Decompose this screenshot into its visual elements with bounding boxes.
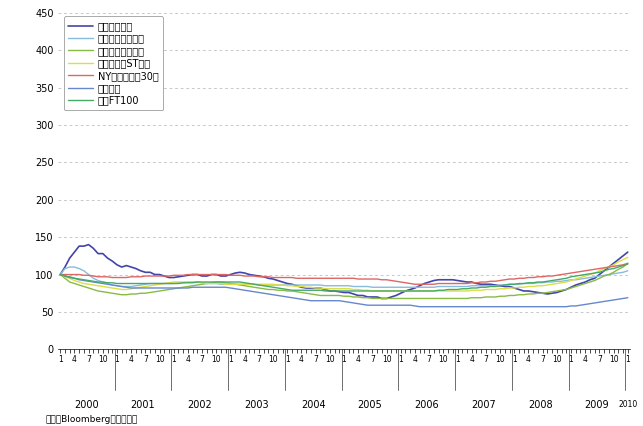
香港ハンセン指数 [66, 265, 73, 270]
香港ハンセン指数 [624, 268, 631, 273]
Line: シンガポーST指数: シンガポーST指数 [60, 257, 628, 291]
日経平均 [298, 296, 305, 302]
上海総合指数 [85, 242, 93, 247]
日経平均 [591, 300, 599, 305]
韓国総合株価指数 [444, 296, 452, 301]
韓国総合株価指数 [416, 296, 424, 301]
英国FT100 [57, 272, 64, 277]
NYダウ工業株30種 [57, 272, 64, 277]
韓国総合株価指数 [298, 290, 305, 295]
英国FT100 [624, 262, 631, 267]
上海総合指数 [302, 285, 310, 291]
英国FT100 [322, 288, 329, 294]
Line: NYダウ工業株30種: NYダウ工業株30種 [60, 263, 628, 284]
英国FT100 [113, 281, 121, 286]
Text: 2002: 2002 [187, 400, 212, 410]
Line: 上海総合指数: 上海総合指数 [60, 245, 628, 299]
英国FT100 [298, 288, 305, 293]
シンガポーST指数 [416, 288, 424, 294]
Text: 2010: 2010 [618, 400, 637, 409]
日経平均 [624, 295, 631, 300]
英国FT100 [444, 287, 452, 292]
日経平均 [416, 304, 424, 309]
香港ハンセン指数 [449, 284, 457, 289]
韓国総合株価指数 [113, 291, 121, 296]
Text: 2001: 2001 [131, 400, 156, 410]
上海総合指数 [449, 277, 457, 282]
NYダウ工業株30種 [298, 276, 305, 281]
シンガポーST指数 [591, 271, 599, 276]
日経平均 [444, 304, 452, 309]
日経平均 [411, 303, 419, 308]
NYダウ工業株30種 [189, 272, 197, 277]
Text: 資料：Bloombergから作成。: 資料：Bloombergから作成。 [45, 415, 137, 424]
香港ハンセン指数 [595, 273, 603, 279]
香港ハンセン指数 [368, 285, 376, 290]
Text: 2000: 2000 [74, 400, 98, 410]
シンガポーST指数 [368, 288, 376, 294]
韓国総合株価指数 [189, 283, 197, 288]
上海総合指数 [57, 272, 64, 277]
Line: 香港ハンセン指数: 香港ハンセン指数 [60, 267, 628, 287]
韓国総合株価指数 [591, 278, 599, 283]
英国FT100 [591, 271, 599, 276]
上海総合指数 [595, 272, 603, 277]
Legend: 上海総合指数, 香港ハンセン指数, 韓国総合株価指数, シンガポーST指数, NYダウ工業株30種, 日経平均, 英国FT100: 上海総合指数, 香港ハンセン指数, 韓国総合株価指数, シンガポーST指数, N… [64, 16, 163, 110]
韓国総合株価指数 [57, 272, 64, 277]
上海総合指数 [194, 272, 201, 277]
NYダウ工業株30種 [624, 261, 631, 266]
シンガポーST指数 [444, 288, 452, 294]
シンガポーST指数 [113, 286, 121, 291]
上海総合指数 [421, 281, 428, 286]
NYダウ工業株30種 [444, 281, 452, 286]
シンガポーST指数 [57, 272, 64, 277]
Text: 2009: 2009 [584, 400, 610, 410]
香港ハンセン指数 [421, 285, 428, 290]
シンガポーST指数 [624, 255, 631, 260]
英国FT100 [189, 280, 197, 285]
韓国総合株価指数 [368, 296, 376, 301]
Text: 2004: 2004 [301, 400, 325, 410]
香港ハンセン指数 [118, 284, 125, 289]
上海総合指数 [118, 265, 125, 270]
日経平均 [189, 285, 197, 290]
日経平均 [57, 272, 64, 277]
Text: 2008: 2008 [528, 400, 552, 410]
英国FT100 [416, 288, 424, 294]
上海総合指数 [378, 296, 386, 301]
香港ハンセン指数 [57, 272, 64, 277]
香港ハンセン指数 [302, 282, 310, 288]
NYダウ工業株30種 [411, 282, 419, 287]
韓国総合株価指数 [624, 261, 631, 266]
Text: 2006: 2006 [415, 400, 439, 410]
Line: 英国FT100: 英国FT100 [60, 264, 628, 291]
Text: 2007: 2007 [471, 400, 496, 410]
Text: 2003: 2003 [244, 400, 269, 410]
上海総合指数 [624, 250, 631, 255]
NYダウ工業株30種 [416, 282, 424, 287]
シンガポーST指数 [189, 279, 197, 285]
香港ハンセン指数 [194, 279, 201, 285]
シンガポーST指数 [298, 284, 305, 289]
NYダウ工業株30種 [113, 275, 121, 280]
Text: 2005: 2005 [358, 400, 383, 410]
Line: 韓国総合株価指数: 韓国総合株価指数 [60, 263, 628, 299]
日経平均 [113, 283, 121, 288]
NYダウ工業株30種 [591, 267, 599, 272]
Line: 日経平均: 日経平均 [60, 274, 628, 307]
